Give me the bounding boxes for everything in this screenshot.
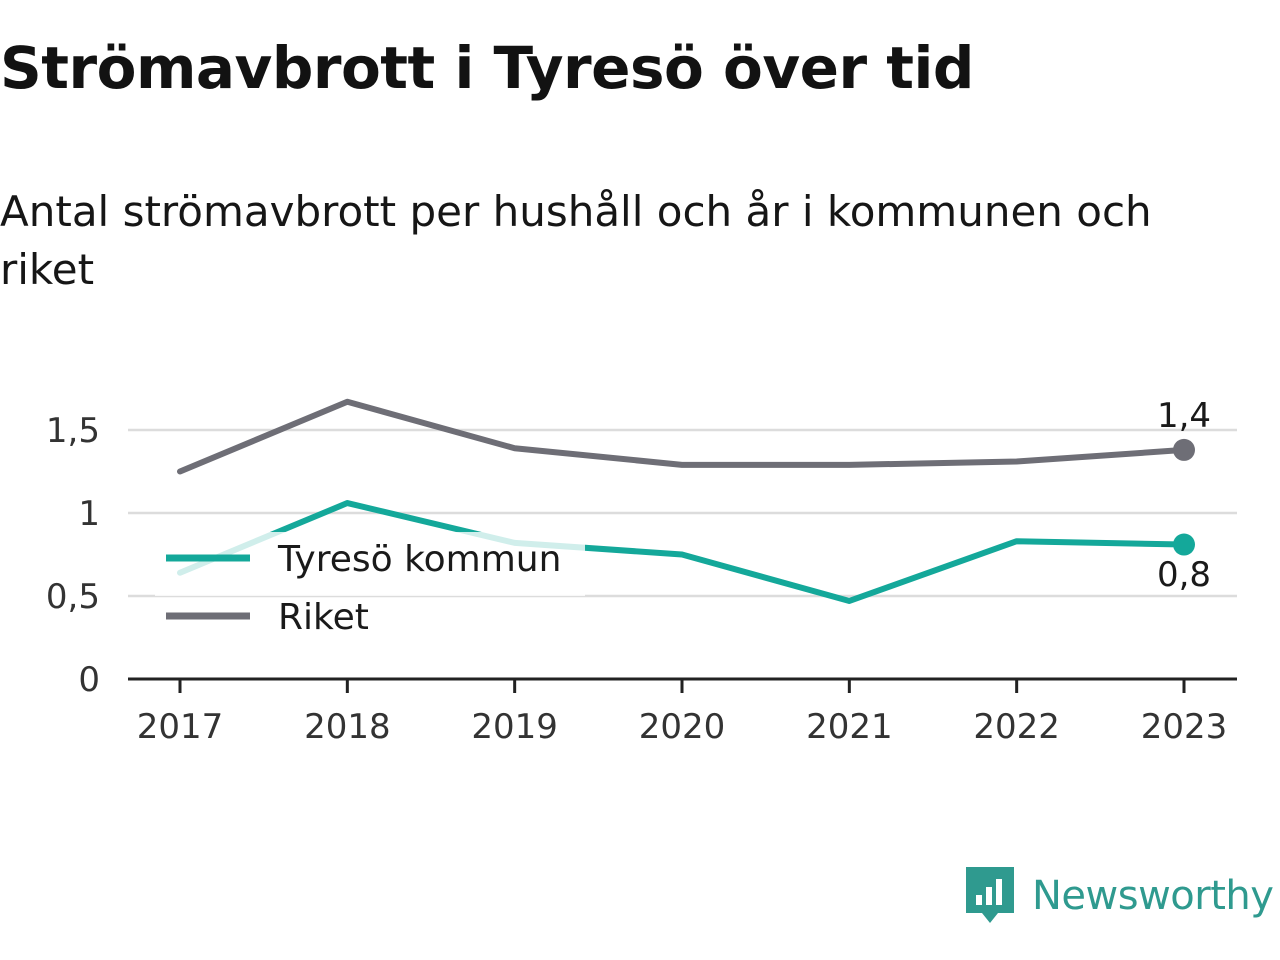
x-tick-label: 2023 xyxy=(1141,707,1228,747)
chart-subtitle: Antal strömavbrott per hushåll och år i … xyxy=(0,187,1152,294)
y-tick-label: 0 xyxy=(78,660,100,700)
end-point-riket xyxy=(1173,438,1195,461)
newsworthy-logo-icon xyxy=(966,867,1014,923)
x-tick-label: 2018 xyxy=(304,707,391,747)
legend: Tyresö kommun Riket xyxy=(155,532,585,638)
y-tick-label: 1 xyxy=(78,494,100,534)
end-label-tyreso: 0,8 xyxy=(1157,555,1211,595)
y-tick-label: 1,5 xyxy=(46,411,100,451)
series-line-tyreso xyxy=(177,500,1187,604)
x-tick-label: 2019 xyxy=(471,707,558,747)
x-axis-ticks: 2017 2018 2019 2020 2021 2022 2023 xyxy=(137,679,1228,747)
legend-background xyxy=(155,532,585,596)
legend-label-riket: Riket xyxy=(278,597,369,638)
brand-name: Newsworthy xyxy=(1032,873,1274,919)
x-tick-label: 2021 xyxy=(806,707,893,747)
x-tick-label: 2020 xyxy=(639,707,726,747)
end-point-tyreso xyxy=(1173,533,1195,556)
end-label-riket: 1,4 xyxy=(1157,396,1211,436)
series-line-riket xyxy=(177,398,1187,475)
x-tick-label: 2022 xyxy=(973,707,1060,747)
end-points xyxy=(1173,438,1195,556)
series-lines xyxy=(177,398,1187,604)
y-axis-ticks: 0 0,5 1 1,5 xyxy=(46,411,100,700)
chart-title: Strömavbrott i Tyresö över tid xyxy=(0,34,974,102)
y-tick-label: 0,5 xyxy=(46,577,100,617)
x-tick-label: 2017 xyxy=(137,707,224,747)
legend-label-tyreso: Tyresö kommun xyxy=(277,539,561,580)
newsworthy-brand: Newsworthy xyxy=(964,864,1274,928)
